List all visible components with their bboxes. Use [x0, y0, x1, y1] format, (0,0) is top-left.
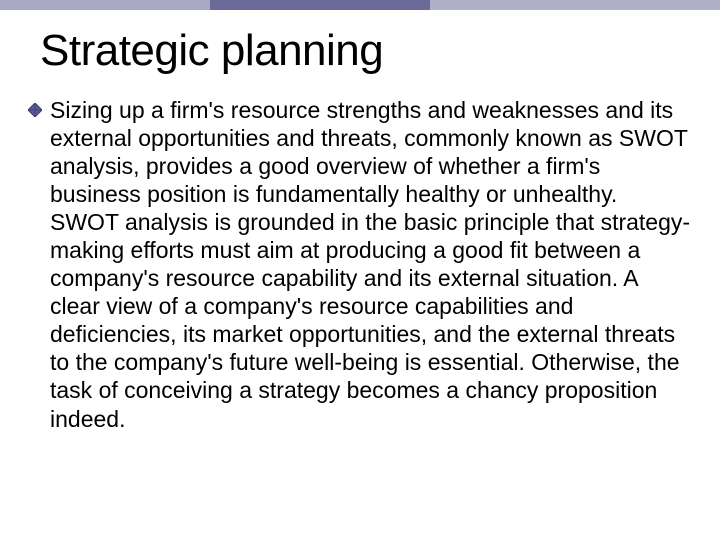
bullet-item: Sizing up a firm's resource strengths an…: [28, 96, 692, 433]
diamond-bullet-icon: [28, 103, 42, 117]
slide: Strategic planning Sizing up a firm's re…: [0, 0, 720, 540]
top-accent-segment-c: [430, 0, 720, 10]
slide-title: Strategic planning: [40, 26, 383, 76]
top-accent-bar: [0, 0, 720, 10]
bullet-text: Sizing up a firm's resource strengths an…: [50, 96, 692, 433]
top-accent-segment-a: [0, 0, 210, 10]
top-accent-segment-b: [210, 0, 430, 10]
slide-body: Sizing up a firm's resource strengths an…: [28, 96, 692, 433]
